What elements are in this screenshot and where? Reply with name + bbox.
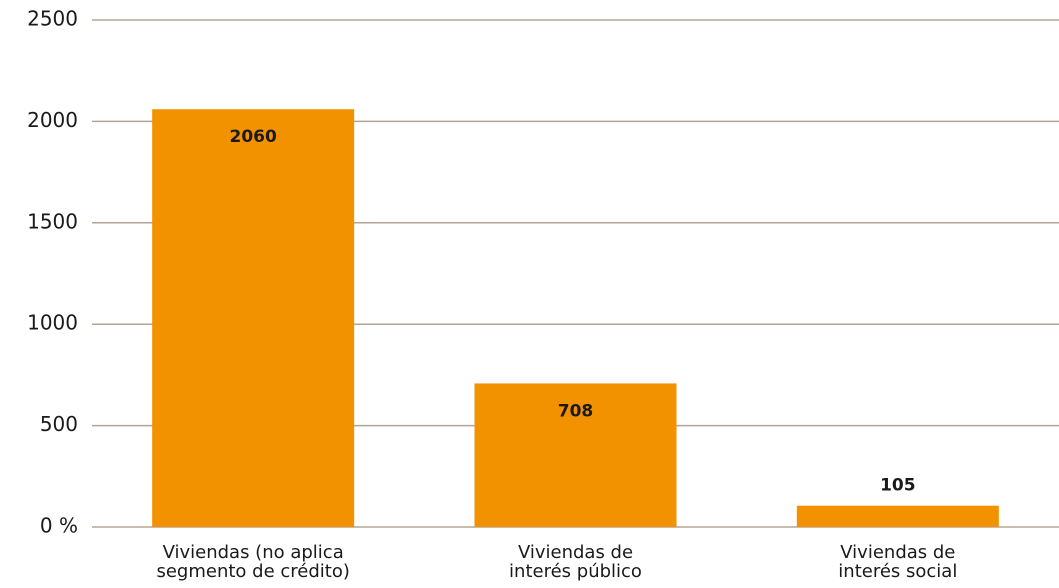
value-label: 105 [880,476,916,496]
bar [474,383,677,527]
x-tick-label: Viviendas (no aplica segmento de crédito… [156,542,350,582]
x-tick-label: Viviendas de interés social [838,542,958,582]
y-tick-label: 0 % [40,514,78,538]
value-label: 708 [558,401,594,421]
y-tick-label: 2500 [27,7,78,31]
value-label: 2060 [230,127,277,147]
y-tick-label: 1500 [27,209,78,233]
y-tick-label: 500 [40,412,78,436]
bar [796,505,999,527]
bar [152,109,355,528]
x-tick-label: Viviendas de interés público [509,542,642,582]
y-tick-label: 2000 [27,108,78,132]
y-tick-label: 1000 [27,311,78,335]
